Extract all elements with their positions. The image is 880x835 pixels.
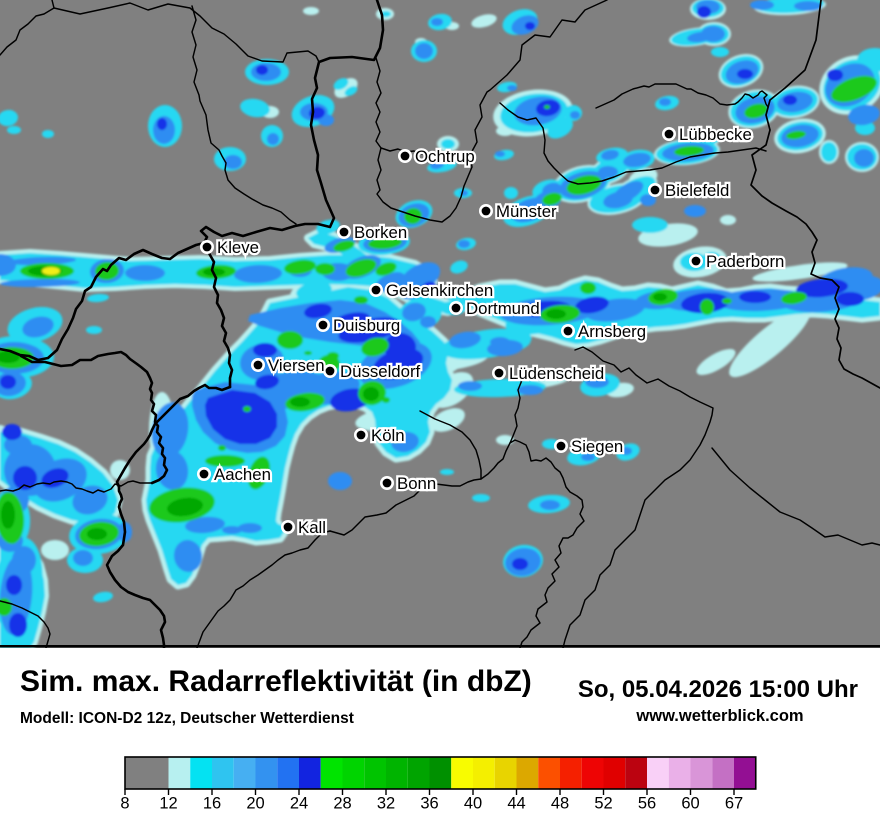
svg-text:Kleve: Kleve bbox=[217, 238, 259, 257]
svg-text:Münster: Münster bbox=[496, 202, 557, 221]
svg-text:8: 8 bbox=[120, 795, 129, 813]
svg-text:Düsseldorf: Düsseldorf bbox=[340, 362, 421, 381]
svg-text:Viersen: Viersen bbox=[268, 356, 325, 375]
svg-text:Ochtrup: Ochtrup bbox=[415, 147, 475, 166]
svg-text:Bonn: Bonn bbox=[397, 474, 436, 493]
svg-text:28: 28 bbox=[333, 795, 351, 813]
svg-text:36: 36 bbox=[420, 795, 438, 813]
svg-text:20: 20 bbox=[246, 795, 264, 813]
svg-text:Duisburg: Duisburg bbox=[333, 316, 400, 335]
svg-text:Lübbecke: Lübbecke bbox=[679, 125, 752, 144]
svg-text:44: 44 bbox=[507, 795, 525, 813]
svg-text:Siegen: Siegen bbox=[571, 437, 623, 456]
svg-text:40: 40 bbox=[464, 795, 482, 813]
svg-text:Dortmund: Dortmund bbox=[466, 299, 540, 318]
svg-text:24: 24 bbox=[290, 795, 308, 813]
svg-text:48: 48 bbox=[551, 795, 569, 813]
svg-text:Aachen: Aachen bbox=[214, 465, 271, 484]
svg-text:32: 32 bbox=[377, 795, 395, 813]
svg-text:52: 52 bbox=[594, 795, 612, 813]
svg-text:Paderborn: Paderborn bbox=[706, 252, 784, 271]
svg-text:56: 56 bbox=[638, 795, 656, 813]
svg-text:Köln: Köln bbox=[371, 426, 405, 445]
svg-text:67: 67 bbox=[725, 795, 743, 813]
svg-text:60: 60 bbox=[681, 795, 699, 813]
svg-text:Borken: Borken bbox=[354, 223, 407, 242]
svg-text:Arnsberg: Arnsberg bbox=[578, 322, 646, 341]
svg-text:Lüdenscheid: Lüdenscheid bbox=[509, 364, 604, 383]
svg-text:16: 16 bbox=[203, 795, 221, 813]
svg-text:Gelsenkirchen: Gelsenkirchen bbox=[386, 281, 493, 300]
svg-text:12: 12 bbox=[159, 795, 177, 813]
svg-text:Kall: Kall bbox=[298, 518, 326, 537]
svg-text:Bielefeld: Bielefeld bbox=[665, 181, 729, 200]
